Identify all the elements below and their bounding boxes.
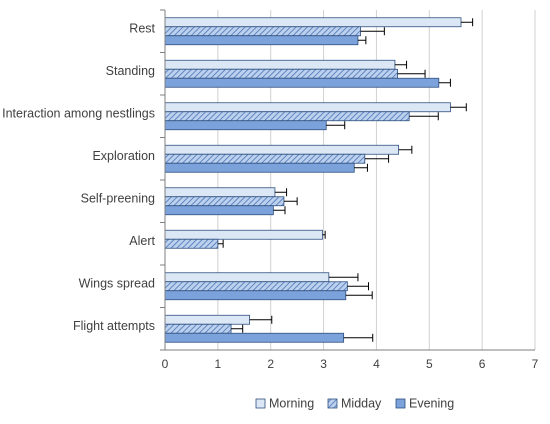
bar-midday-5 (164, 238, 219, 249)
bar-morning-6 (164, 272, 330, 283)
legend-label-evening: Evening (409, 396, 454, 410)
legend-label-midday: Midday (341, 396, 382, 410)
x-tick-label: 3 (320, 357, 327, 371)
legend-swatch-midday (327, 398, 338, 409)
category-label: Flight attempts (73, 319, 155, 333)
bar-morning-2 (164, 102, 451, 113)
x-tick-label: 7 (532, 357, 539, 371)
bar-evening-2 (164, 120, 327, 131)
bar-evening-7 (164, 332, 345, 343)
bar-morning-1 (164, 59, 396, 70)
bar-morning-3 (164, 144, 400, 155)
category-label: Wings spread (79, 277, 155, 291)
bars (164, 17, 462, 343)
category-labels: Rest Standing Interaction among nestlings E… (2, 22, 155, 334)
bar-morning-0 (164, 17, 462, 28)
legend: Morning Midday Evening (255, 396, 454, 410)
bar-morning-5 (164, 229, 323, 240)
bar-midday-2 (164, 111, 410, 122)
bar-midday-4 (164, 196, 285, 207)
error-bars (217, 18, 474, 342)
x-tick-label: 2 (267, 357, 274, 371)
x-tick-label: 1 (215, 357, 222, 371)
x-tick-labels: 0 1 2 3 4 5 6 7 (162, 357, 539, 371)
axes (160, 9, 535, 351)
category-label: Alert (129, 234, 155, 248)
legend-swatch-morning (255, 398, 266, 409)
bar-midday-0 (164, 26, 361, 37)
bar-evening-3 (164, 162, 355, 173)
x-tick-label: 5 (426, 357, 433, 371)
legend-swatch-evening (395, 398, 406, 409)
bar-midday-6 (164, 281, 348, 292)
category-label: Self-preening (81, 192, 155, 206)
x-tick-label: 0 (162, 357, 169, 371)
legend-label-morning: Morning (269, 396, 314, 410)
category-label: Interaction among nestlings (2, 107, 155, 121)
category-label: Exploration (92, 149, 155, 163)
bar-evening-6 (164, 290, 347, 301)
category-label: Rest (129, 22, 155, 36)
category-label: Standing (106, 64, 155, 78)
bar-midday-7 (164, 323, 232, 334)
bar-midday-1 (164, 68, 398, 79)
x-tick-label: 4 (373, 357, 380, 371)
bar-evening-0 (164, 35, 359, 46)
bar-morning-7 (164, 314, 250, 325)
bar-midday-3 (164, 153, 366, 164)
bar-evening-1 (164, 77, 440, 88)
bar-morning-4 (164, 187, 276, 198)
x-tick-label: 6 (479, 357, 486, 371)
bar-evening-4 (164, 205, 274, 216)
